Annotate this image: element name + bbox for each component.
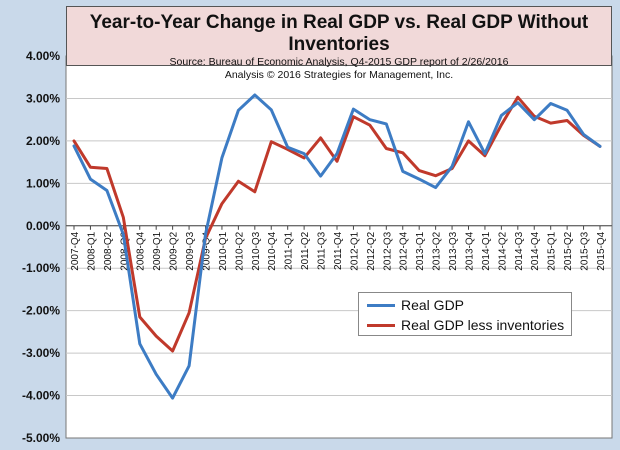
x-tick-label: 2012-Q3 xyxy=(382,231,393,270)
y-tick-label: -2.00% xyxy=(22,304,60,318)
y-tick-label: 1.00% xyxy=(26,176,60,190)
x-tick-label: 2009-Q2 xyxy=(169,231,180,270)
x-tick-label: 2011-Q3 xyxy=(317,231,328,270)
legend-swatch-less-inventories xyxy=(367,323,395,327)
x-tick-label: 2011-Q2 xyxy=(300,231,311,270)
x-tick-label: 2009-Q1 xyxy=(152,231,163,270)
y-tick-label: 0.00% xyxy=(26,219,60,233)
y-tick-label: -1.00% xyxy=(22,261,60,275)
x-tick-label: 2012-Q4 xyxy=(399,231,410,270)
x-tick-label: 2008-Q2 xyxy=(103,231,114,270)
chart-title: Year-to-Year Change in Real GDP vs. Real… xyxy=(89,12,589,55)
y-tick-label: -4.00% xyxy=(22,389,60,403)
legend-item-less-inventories: Real GDP less inventories xyxy=(367,316,564,334)
x-tick-label: 2013-Q3 xyxy=(448,231,459,270)
x-tick-label: 2008-Q4 xyxy=(136,231,147,270)
legend: Real GDP Real GDP less inventories xyxy=(358,292,572,336)
x-tick-label: 2010-Q2 xyxy=(234,231,245,270)
x-tick-label: 2015-Q2 xyxy=(563,231,574,270)
x-tick-label: 2009-Q4 xyxy=(202,231,213,270)
title-box: Year-to-Year Change in Real GDP vs. Real… xyxy=(66,6,612,81)
x-tick-label: 2013-Q4 xyxy=(465,231,476,270)
legend-label-less-inventories: Real GDP less inventories xyxy=(401,317,565,333)
series-lines xyxy=(72,93,602,400)
x-tick-label: 2012-Q1 xyxy=(349,231,360,270)
x-tick-label: 2010-Q4 xyxy=(267,231,278,270)
y-tick-label: 2.00% xyxy=(26,134,60,148)
y-tick-label: 4.00% xyxy=(26,49,60,63)
x-tick-label: 2014-Q2 xyxy=(497,231,508,270)
x-tick-label: 2015-Q4 xyxy=(596,231,607,270)
x-tick-label: 2010-Q1 xyxy=(218,231,229,270)
y-tick-label: -5.00% xyxy=(22,431,60,445)
x-tick-label: 2014-Q1 xyxy=(481,231,492,270)
y-tick-label: 3.00% xyxy=(26,91,60,105)
x-tick-label: 2009-Q3 xyxy=(185,231,196,270)
x-tick-label: 2011-Q4 xyxy=(333,231,344,270)
legend-swatch-real-gdp xyxy=(367,303,395,307)
x-tick-label: 2014-Q3 xyxy=(514,231,525,270)
x-tick-label: 2013-Q1 xyxy=(415,231,426,270)
x-tick-label: 2011-Q1 xyxy=(284,231,295,270)
x-tick-label: 2015-Q1 xyxy=(547,231,558,270)
chart-subtitle-copyright: Analysis © 2016 Strategies for Managemen… xyxy=(224,69,454,81)
chart-subtitle-source: Source: Bureau of Economic Analysis, Q4-… xyxy=(169,56,509,68)
legend-item-real-gdp: Real GDP xyxy=(367,296,464,314)
x-tick-label: 2010-Q3 xyxy=(251,231,262,270)
y-tick-label: -3.00% xyxy=(22,346,60,360)
x-tick-label: 2014-Q4 xyxy=(530,231,541,270)
legend-label-real-gdp: Real GDP xyxy=(401,297,465,313)
x-tick-label: 2008-Q1 xyxy=(86,231,97,270)
x-axis: 2007-Q4 2008-Q1 2008-Q2 2008-Q3 2008-Q4 2009-… xyxy=(70,225,607,271)
series-line-real-gdp xyxy=(72,93,602,400)
x-tick-label: 2015-Q3 xyxy=(580,231,591,270)
x-tick-label: 2012-Q2 xyxy=(366,231,377,270)
x-tick-label: 2007-Q4 xyxy=(70,231,81,270)
x-tick-label: 2013-Q2 xyxy=(432,231,443,270)
y-axis: 4.00% 3.00% 2.00% 1.00% 0.00% -1.00% -2.00% -3.… xyxy=(22,49,60,445)
